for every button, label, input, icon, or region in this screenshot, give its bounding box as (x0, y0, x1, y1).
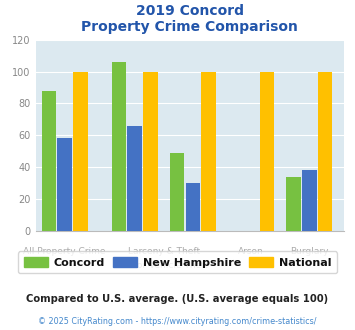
Bar (201, 72, 216, 231)
Text: Motor Vehicle Theft: Motor Vehicle Theft (120, 261, 208, 270)
Legend: Concord, New Hampshire, National: Concord, New Hampshire, National (18, 251, 337, 273)
Text: © 2025 CityRating.com - https://www.cityrating.com/crime-statistics/: © 2025 CityRating.com - https://www.city… (38, 317, 317, 326)
Bar (58, 139, 72, 231)
Bar (143, 72, 158, 231)
Title: 2019 Concord
Property Crime Comparison: 2019 Concord Property Crime Comparison (82, 4, 298, 34)
Text: Burglary: Burglary (290, 247, 329, 256)
Bar (111, 62, 126, 231)
Text: Arson: Arson (238, 247, 264, 256)
Bar (286, 177, 301, 231)
Text: Larceny & Theft: Larceny & Theft (128, 247, 200, 256)
Bar (260, 72, 274, 231)
Bar (42, 91, 56, 231)
Text: All Property Crime: All Property Crime (23, 247, 106, 256)
Bar (318, 72, 332, 231)
Bar (186, 183, 200, 231)
Bar (127, 126, 142, 231)
Bar (302, 170, 317, 231)
Bar (73, 72, 88, 231)
Text: Compared to U.S. average. (U.S. average equals 100): Compared to U.S. average. (U.S. average … (26, 294, 329, 304)
Bar (170, 153, 184, 231)
